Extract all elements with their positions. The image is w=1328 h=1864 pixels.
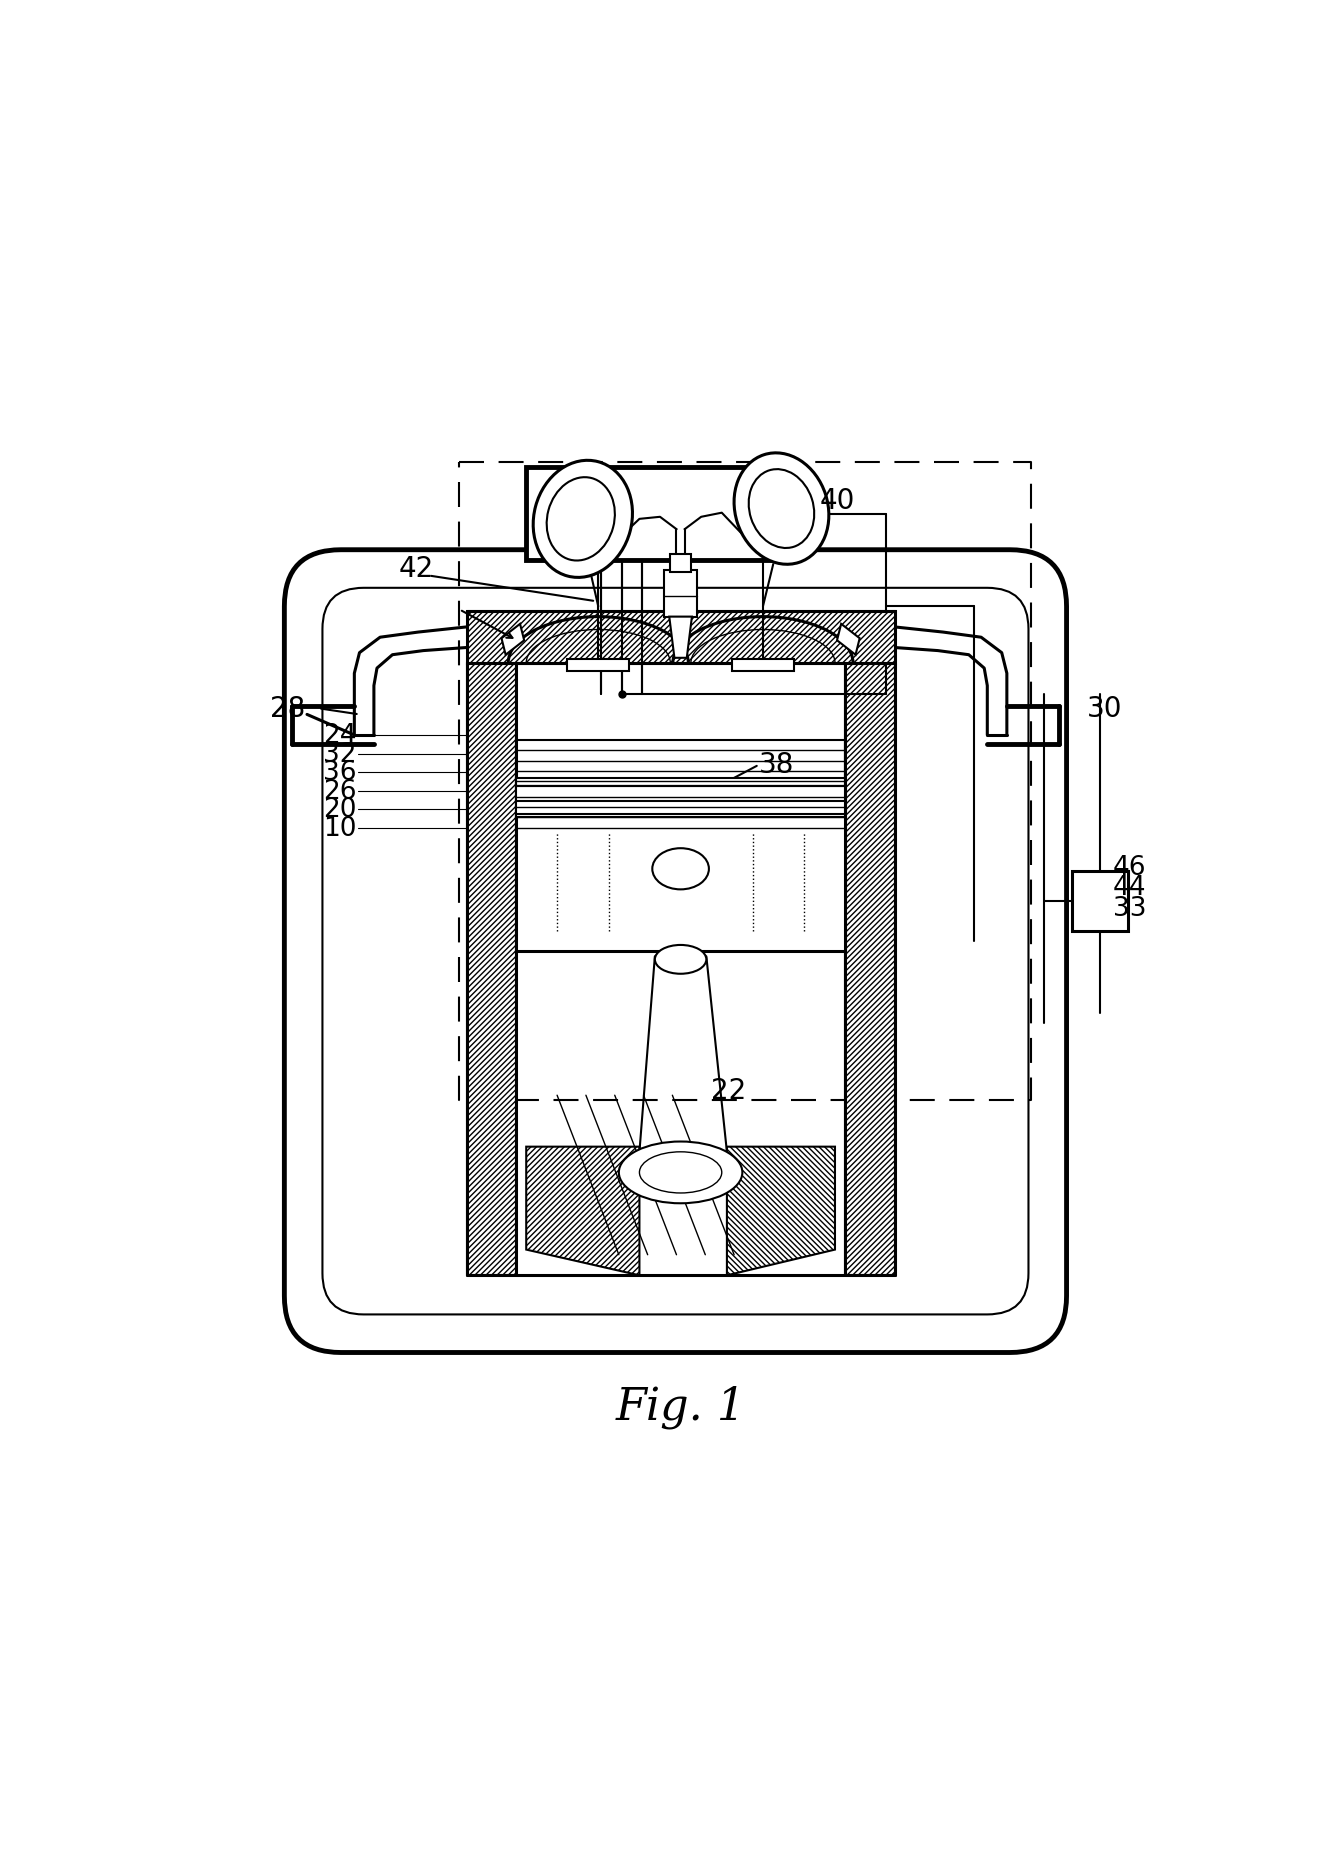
Polygon shape [669,617,692,658]
Bar [517,740,846,787]
Text: 46: 46 [1113,854,1146,880]
Text: 42: 42 [398,555,434,583]
Text: 26: 26 [323,777,356,803]
Ellipse shape [652,848,709,889]
Ellipse shape [533,460,632,578]
Text: 40: 40 [819,487,855,514]
Ellipse shape [734,453,829,565]
Text: 22: 22 [712,1077,746,1105]
Ellipse shape [619,1143,742,1204]
Bar [517,787,846,818]
Bar [466,611,895,664]
Ellipse shape [655,945,706,975]
Text: 32: 32 [323,742,356,768]
Text: 28: 28 [270,695,305,723]
Bar [567,660,629,671]
Bar [671,555,691,572]
Polygon shape [502,624,525,656]
Bar [517,779,846,787]
Polygon shape [837,624,859,656]
Text: 38: 38 [758,751,794,779]
Bar [732,660,794,671]
Text: 36: 36 [323,761,356,785]
FancyBboxPatch shape [284,550,1066,1353]
Text: 33: 33 [1113,895,1146,921]
Bar [664,570,697,617]
Text: 10: 10 [323,815,356,841]
Bar [846,664,895,1275]
Text: 20: 20 [323,796,356,822]
Bar [517,787,846,953]
Bar [526,468,799,561]
Text: 30: 30 [1088,695,1122,723]
Text: 24: 24 [323,723,356,749]
Text: 44: 44 [1113,874,1146,900]
Bar [466,664,515,1275]
Text: Fig. 1: Fig. 1 [615,1385,746,1428]
Bar [1072,870,1129,930]
